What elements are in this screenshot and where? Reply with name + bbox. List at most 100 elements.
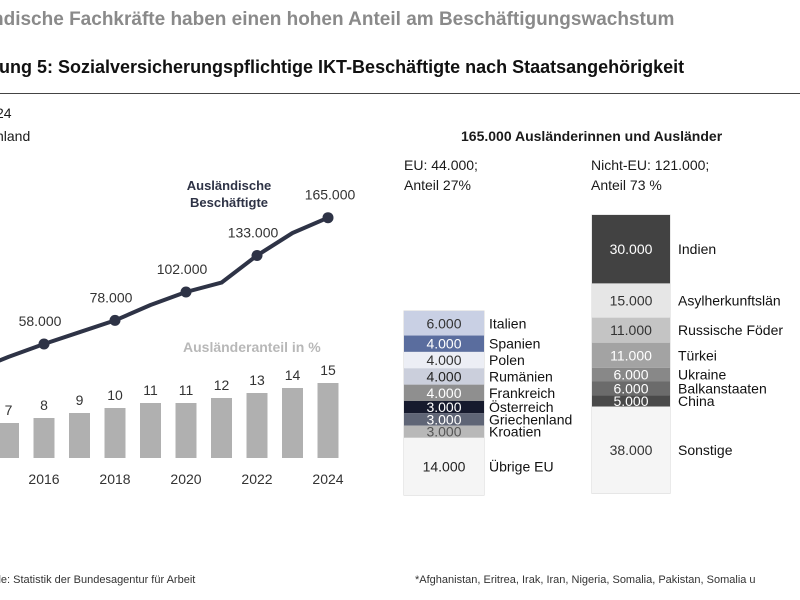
eu-5-value: 3.000 [426, 399, 461, 415]
line-series-path [0, 215, 329, 363]
share-bar-value-labels: 7 8 9 10 11 11 12 13 14 15 [5, 362, 336, 418]
share-bar-2023 [282, 388, 303, 458]
eu-6-segment [404, 413, 484, 426]
figure-title: lung 5: Sozialversicherungspflichtige IK… [0, 57, 685, 77]
share-bar-value-2024: 15 [320, 362, 336, 378]
share-bar-2017 [69, 413, 90, 458]
share-bar-value-2017: 9 [76, 392, 84, 408]
share-bar-value-2021: 12 [214, 377, 230, 393]
line-point-2020 [180, 286, 192, 298]
eu-1-value: 4.000 [426, 336, 461, 352]
eu-1-segment [404, 335, 484, 352]
share-bar-2016 [33, 418, 55, 458]
noneu-0-segment [592, 215, 670, 284]
eu-4-value: 4.000 [426, 385, 461, 401]
noneu-4-value: 6.000 [613, 367, 648, 383]
eu-8-segment [404, 437, 484, 496]
share-bar-2021 [211, 398, 232, 458]
line-value-2020: 102.000 [157, 261, 208, 277]
noneu-summary-line1: Nicht-EU: 121.000; [591, 157, 710, 173]
share-series-label: Ausländeranteil in % [183, 339, 321, 355]
period-label: 24 [0, 105, 12, 121]
line-point-2018 [109, 314, 121, 326]
footnote: *Afghanistan, Eritrea, Irak, Iran, Niger… [415, 574, 756, 586]
eu-3-segment [404, 368, 484, 385]
share-bar-value-2015: 7 [5, 402, 13, 418]
line-value-2024: 165.000 [305, 187, 356, 203]
eu-7-segment [404, 425, 484, 438]
share-bar-value-2023: 14 [285, 367, 301, 383]
line-series-label-line1: Ausländische [187, 178, 272, 193]
x-tick-2022: 2022 [241, 471, 272, 487]
x-tick-2018: 2018 [99, 471, 130, 487]
eu-5-segment [404, 401, 484, 414]
eu-2-label: Polen [489, 352, 525, 368]
x-tick-2020: 2020 [170, 471, 201, 487]
share-bar-2015 [0, 423, 19, 458]
share-bar-value-2020: 11 [179, 382, 194, 398]
share-bar-2019 [140, 403, 161, 458]
eu-4-label: Frankreich [489, 385, 555, 401]
noneu-6-label: China [678, 393, 715, 409]
share-bar-value-2022: 13 [249, 372, 265, 388]
noneu-1-label: Asylherkunftslän [678, 293, 781, 309]
noneu-7-segment [592, 406, 670, 494]
headline: ndische Fachkräfte haben einen hohen Ant… [0, 9, 675, 30]
title-rule [0, 93, 800, 94]
eu-8-value: 14.000 [423, 458, 466, 474]
eu-0-segment [404, 311, 484, 336]
eu-0-label: Italien [489, 315, 526, 331]
foreign-total-title: 165.000 Ausländerinnen und Ausländer [461, 128, 723, 144]
eu-5-label: Österreich [489, 398, 554, 415]
share-bar-2020 [175, 403, 197, 458]
noneu-2-segment [592, 317, 670, 343]
noneu-2-value: 11.000 [610, 322, 652, 338]
eu-summary-line1: EU: 44.000; [404, 157, 478, 173]
source-note: lle: Statistik der Bundesagentur für Arb… [0, 574, 196, 586]
share-bar-value-2016: 8 [40, 397, 48, 413]
noneu-0-value: 30.000 [610, 241, 653, 257]
eu-summary-line2: Anteil 27% [404, 177, 471, 193]
eu-summary: EU: 44.000; Anteil 27% [404, 155, 478, 195]
x-tick-2016: 2016 [28, 471, 59, 487]
noneu-3-value: 11.000 [610, 347, 652, 363]
x-tick-labels: 2016 2018 2020 2022 2024 [28, 471, 343, 487]
eu-2-segment [404, 351, 484, 369]
share-bar-value-2018: 10 [107, 387, 123, 403]
noneu-1-segment [592, 283, 670, 318]
eu-7-value: 3.000 [426, 424, 461, 440]
eu-0-value: 6.000 [426, 315, 461, 331]
line-value-2022: 133.000 [228, 224, 279, 240]
noneu-1-value: 15.000 [610, 293, 653, 309]
share-bars [0, 383, 339, 458]
eu-3-value: 4.000 [426, 368, 461, 384]
noneu-0-label: Indien [678, 241, 716, 257]
eu-6-label: Griechenland [489, 411, 572, 427]
stacked-columns: 6.000 Italien 4.000 Spanien 4.000 Polen 4.000 R… [403, 214, 783, 496]
eu-3-label: Rumänien [489, 368, 553, 384]
noneu-6-value: 5.000 [613, 393, 648, 409]
employment-line: 58.000 78.000 102.000 133.000 165.000 [0, 187, 356, 363]
share-bar-2022 [246, 393, 268, 458]
eu-8-label: Übrige EU [489, 457, 554, 474]
noneu-5-label: Balkanstaaten [678, 380, 767, 396]
noneu-2-label: Russische Föder [678, 322, 783, 338]
line-point-2024 [322, 212, 334, 224]
share-bar-2024 [317, 383, 339, 458]
noneu-4-label: Ukraine [678, 367, 726, 383]
noneu-5-value: 6.000 [613, 380, 648, 396]
eu-6-value: 3.000 [426, 411, 461, 427]
share-bar-2018 [104, 408, 126, 458]
eu-7-label: Kroatien [489, 424, 541, 440]
noneu-7-value: 38.000 [610, 442, 653, 458]
noneu-7-label: Sonstige [678, 442, 733, 458]
line-point-2016 [38, 338, 50, 350]
eu-4-segment [404, 384, 484, 401]
line-series-label-line2: Beschäftigte [190, 195, 268, 210]
eu-2-value: 4.000 [426, 352, 461, 368]
noneu-5-segment [592, 381, 670, 396]
noneu-3-segment [592, 342, 670, 368]
noneu-6-segment [592, 395, 670, 407]
line-point-2022 [251, 249, 263, 261]
